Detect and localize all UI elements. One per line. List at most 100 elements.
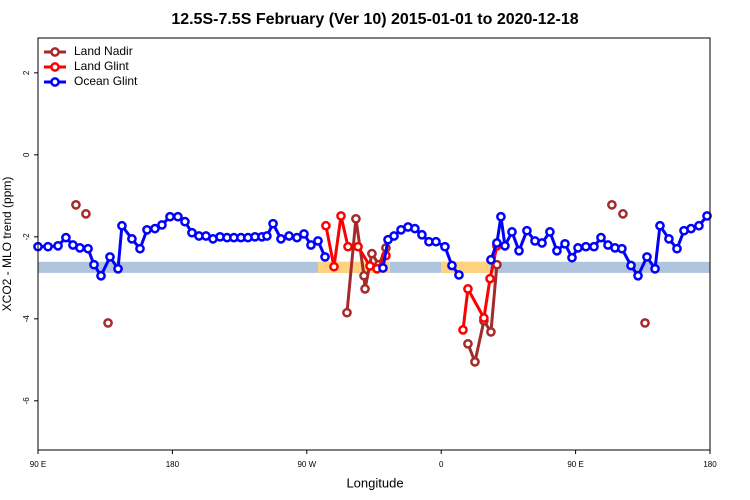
data-point: [486, 327, 496, 337]
data-point: [103, 318, 113, 328]
data-point: [417, 229, 427, 240]
data-point: [486, 254, 496, 265]
data-point: [180, 216, 190, 227]
data-point: [96, 270, 106, 281]
data-point: [336, 211, 346, 221]
data-point: [500, 240, 510, 251]
data-point: [617, 243, 627, 254]
data-point: [522, 225, 532, 236]
data-point: [589, 241, 599, 252]
data-point: [306, 240, 316, 250]
data-point: [173, 211, 183, 222]
data-point: [514, 245, 524, 256]
data-point: [313, 236, 323, 246]
data-point: [81, 209, 91, 219]
data-point: [378, 263, 388, 273]
data-point: [454, 270, 464, 280]
data-point: [329, 261, 339, 272]
data-point: [664, 234, 674, 244]
data-point: [113, 263, 123, 274]
legend-marker: [50, 47, 60, 57]
data-point: [117, 220, 127, 231]
data-point: [650, 263, 660, 274]
data-point: [75, 243, 85, 253]
y-tick-label: -2: [22, 233, 31, 241]
data-point: [360, 284, 370, 294]
highlight-range: [441, 261, 491, 273]
data-point: [655, 220, 665, 231]
x-tick-label: 90 E: [30, 460, 46, 469]
data-point: [581, 241, 591, 252]
highlight-range: [318, 261, 390, 273]
data-point: [596, 232, 606, 243]
data-point: [165, 211, 175, 222]
y-tick-label: -4: [22, 315, 31, 323]
y-tick-label: 0: [22, 152, 31, 157]
legend-label: Ocean Glint: [74, 74, 138, 88]
data-point: [292, 232, 302, 243]
data-point: [507, 227, 517, 237]
legend-label: Land Glint: [74, 59, 129, 73]
data-point: [560, 238, 570, 249]
data-point: [463, 338, 473, 349]
legend-marker: [50, 62, 60, 72]
data-point: [150, 223, 160, 234]
data-point: [640, 318, 650, 328]
data-point: [284, 231, 294, 241]
data-point: [633, 270, 643, 281]
y-tick-label: -6: [22, 397, 31, 405]
data-point: [127, 234, 137, 244]
data-point: [61, 232, 71, 243]
legend-marker: [50, 77, 60, 87]
plot-frame: [37, 37, 711, 451]
data-point: [447, 260, 457, 271]
data-point: [389, 231, 399, 241]
data-point: [573, 243, 583, 253]
data-point: [89, 259, 99, 270]
data-point: [702, 211, 712, 221]
data-point: [53, 240, 63, 251]
y-tick-label: 2: [22, 70, 31, 75]
data-point: [496, 211, 506, 222]
data-point: [353, 241, 363, 252]
y-axis-label: XCO2 - MLO trend (ppm): [0, 177, 14, 312]
data-point: [470, 357, 480, 367]
x-tick-label: 180: [166, 460, 180, 469]
data-point: [485, 273, 495, 284]
x-tick-label: 180: [703, 460, 717, 469]
data-point: [410, 223, 420, 234]
data-point: [431, 236, 441, 247]
data-point: [618, 209, 628, 219]
chart-title: 12.5S-7.5S February (Ver 10) 2015-01-01 …: [171, 11, 578, 28]
data-point: [83, 243, 93, 254]
data-point: [262, 231, 272, 241]
x-tick-label: 90 E: [567, 460, 583, 469]
data-point: [105, 252, 115, 262]
data-point: [686, 223, 696, 234]
data-point: [440, 241, 450, 252]
data-point: [458, 325, 468, 335]
data-point: [607, 199, 617, 210]
data-point: [359, 270, 369, 281]
data-point: [321, 220, 331, 231]
data-point: [351, 213, 361, 224]
data-point: [492, 238, 502, 248]
data-point: [545, 227, 555, 237]
x-tick-label: 90 W: [297, 460, 316, 469]
data-point: [343, 241, 353, 252]
legend-label: Land Nadir: [74, 44, 133, 58]
data-point: [299, 229, 309, 239]
data-point: [463, 284, 473, 294]
data-point: [694, 220, 704, 231]
data-point: [320, 252, 330, 262]
data-point: [276, 234, 286, 244]
data-point: [479, 313, 489, 323]
data-point: [552, 245, 562, 256]
data-point: [537, 238, 547, 248]
x-axis-label: Longitude: [346, 475, 403, 490]
data-point: [157, 220, 167, 230]
data-point: [71, 199, 81, 210]
data-point: [626, 260, 636, 271]
data-point: [567, 252, 577, 263]
